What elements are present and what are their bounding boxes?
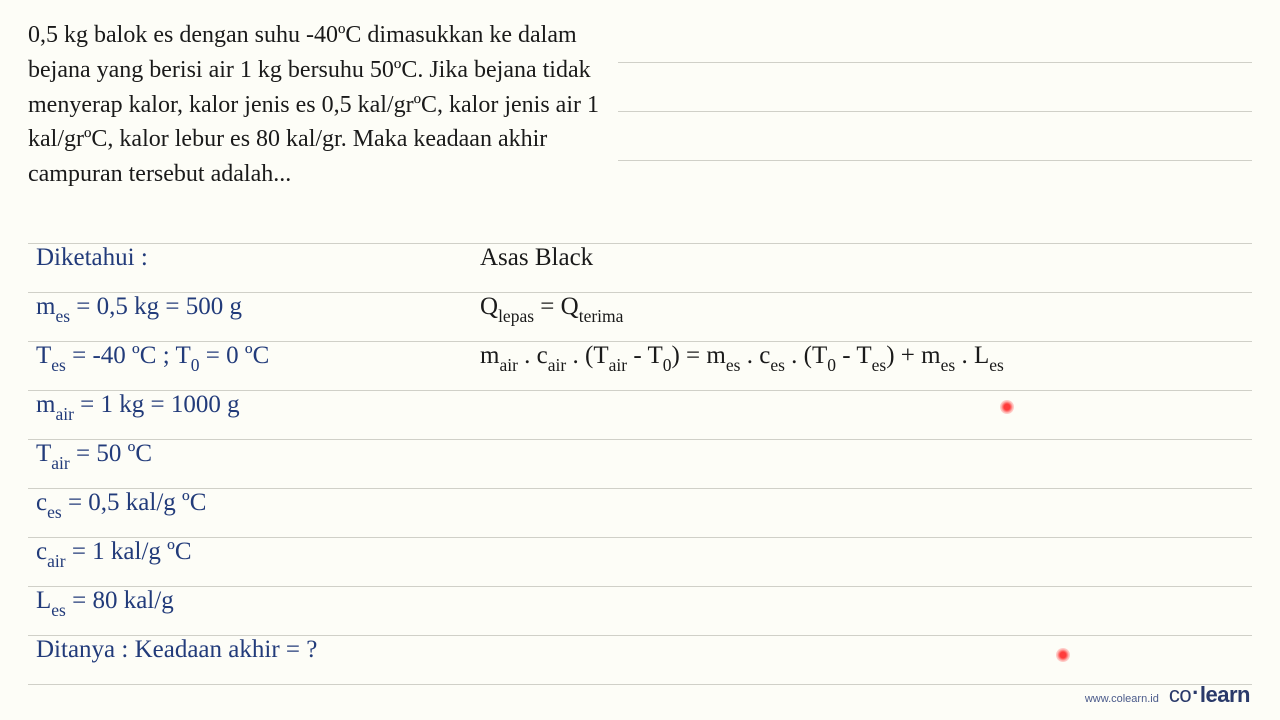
known-line-tes: Tes = -40 ºC ; T0 = 0 ºC bbox=[36, 342, 269, 374]
known-line-mes: mes = 0,5 kg = 500 g bbox=[36, 293, 242, 325]
laser-pointer-dot bbox=[1000, 400, 1014, 414]
known-line-les: Les = 80 kal/g bbox=[36, 587, 174, 619]
ruled-line bbox=[618, 111, 1252, 112]
ruled-line bbox=[28, 488, 1252, 489]
footer-logo: co·learn bbox=[1169, 682, 1250, 708]
ruled-line bbox=[28, 439, 1252, 440]
known-header: Diketahui : bbox=[36, 244, 148, 272]
laser-pointer-dot bbox=[1056, 648, 1070, 662]
ruled-line bbox=[618, 160, 1252, 161]
ruled-line bbox=[28, 684, 1252, 685]
ruled-line bbox=[28, 537, 1252, 538]
known-line-tair: Tair = 50 ºC bbox=[36, 440, 152, 472]
asked-line: Ditanya : Keadaan akhir = ? bbox=[36, 636, 317, 664]
ruled-line bbox=[28, 586, 1252, 587]
known-line-mair: mair = 1 kg = 1000 g bbox=[36, 391, 240, 423]
work-title: Asas Black bbox=[480, 244, 593, 272]
ruled-line bbox=[618, 62, 1252, 63]
known-line-ces: ces = 0,5 kal/g ºC bbox=[36, 489, 206, 521]
footer: www.colearn.id co·learn bbox=[1085, 682, 1250, 708]
footer-url: www.colearn.id bbox=[1085, 693, 1159, 705]
ruled-line bbox=[28, 243, 1252, 244]
work-eq2: mair . cair . (Tair - T0) = mes . ces . … bbox=[480, 342, 1004, 374]
problem-statement: 0,5 kg balok es dengan suhu -40ºC dimasu… bbox=[28, 18, 608, 192]
work-eq1: Qlepas = Qterima bbox=[480, 293, 623, 325]
known-line-cair: cair = 1 kal/g ºC bbox=[36, 538, 192, 570]
